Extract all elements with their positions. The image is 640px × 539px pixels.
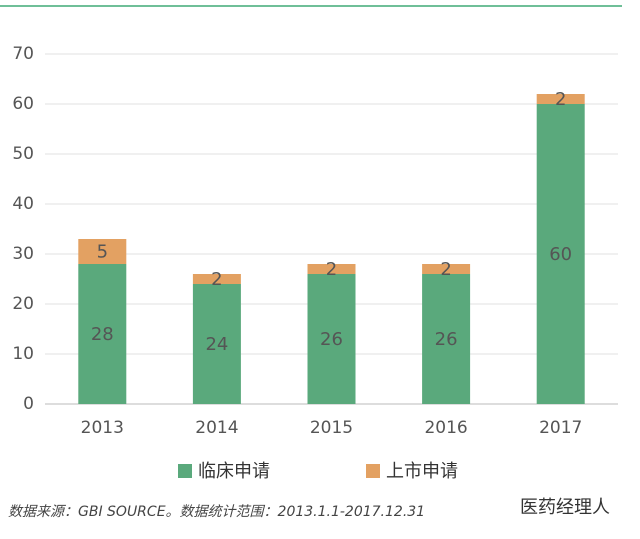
bar-segment — [422, 264, 471, 274]
y-tick-label: 60 — [12, 94, 34, 114]
bar-segment — [536, 94, 585, 104]
bar-segment — [422, 274, 471, 404]
data-label: 2 — [211, 269, 222, 290]
y-tick-label: 40 — [12, 194, 34, 214]
data-label: 60 — [549, 244, 572, 265]
bar-segment — [192, 284, 241, 404]
data-label: 24 — [205, 334, 228, 355]
bar-segment — [307, 274, 356, 404]
source-note: 数据来源：GBI SOURCE。数据统计范围：2013.1.1-2017.12.… — [8, 504, 425, 520]
legend-label: 上市申请 — [386, 461, 458, 482]
legend-swatch — [178, 464, 192, 478]
data-label: 5 — [97, 242, 108, 263]
bar-segment — [307, 264, 356, 274]
y-tick-label: 50 — [12, 144, 34, 164]
x-tick-label: 2017 — [539, 418, 582, 438]
y-tick-label: 10 — [12, 344, 34, 364]
bar-segment — [78, 264, 127, 404]
bar-segment — [192, 274, 241, 284]
y-tick-label: 70 — [12, 44, 34, 64]
y-tick-label: 0 — [23, 394, 34, 414]
x-tick-label: 2013 — [81, 418, 124, 438]
y-tick-label: 30 — [12, 244, 34, 264]
legend-label: 临床申请 — [198, 461, 270, 482]
x-tick-label: 2015 — [310, 418, 353, 438]
x-tick-label: 2014 — [195, 418, 238, 438]
watermark: 医药经理人 — [520, 497, 610, 518]
data-label: 2 — [326, 259, 337, 280]
data-label: 28 — [91, 324, 114, 345]
data-label: 2 — [555, 89, 566, 110]
data-label: 26 — [435, 329, 458, 350]
y-tick-label: 20 — [12, 294, 34, 314]
data-label: 26 — [320, 329, 343, 350]
bar-segment — [536, 104, 585, 404]
bar-segment — [78, 239, 127, 264]
legend-swatch — [366, 464, 380, 478]
x-tick-label: 2016 — [424, 418, 467, 438]
data-label: 2 — [440, 259, 451, 280]
